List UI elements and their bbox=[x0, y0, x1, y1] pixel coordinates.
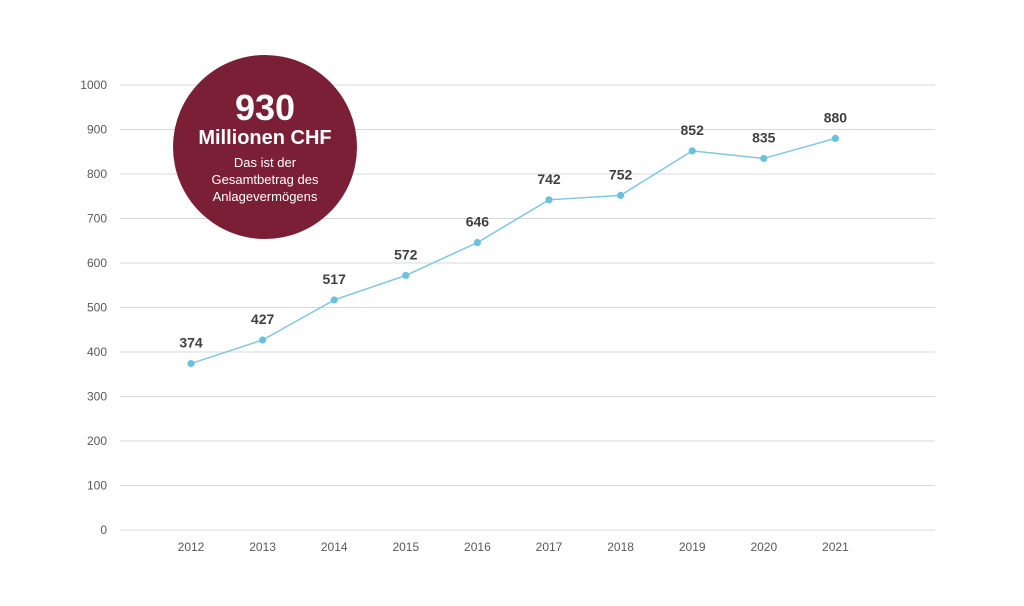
x-tick-label: 2014 bbox=[321, 540, 348, 554]
data-point bbox=[760, 154, 768, 163]
y-tick-label: 500 bbox=[87, 301, 107, 315]
data-label: 880 bbox=[824, 109, 848, 125]
x-tick-label: 2020 bbox=[750, 540, 777, 554]
badge-circle bbox=[173, 55, 357, 239]
data-point bbox=[831, 134, 840, 142]
x-axis-ticks: 2012 2013 2014 2015 2016 2017 2018 2019 2020 2021 bbox=[178, 540, 849, 554]
data-label: 835 bbox=[752, 129, 776, 145]
y-tick-label: 800 bbox=[87, 167, 107, 181]
data-point bbox=[473, 238, 481, 247]
badge-value: 930 bbox=[235, 87, 295, 128]
y-tick-label: 200 bbox=[87, 434, 107, 448]
series-line bbox=[187, 134, 840, 368]
data-label: 646 bbox=[466, 214, 490, 230]
badge-line-2: Gesamtbetrag des bbox=[212, 172, 319, 187]
data-label: 374 bbox=[179, 335, 203, 351]
badge-unit: Millionen CHF bbox=[198, 127, 331, 149]
y-tick-label: 600 bbox=[87, 256, 107, 270]
badge-line-1: Das ist der bbox=[234, 155, 297, 170]
y-axis-ticks: 0 100 200 300 400 500 600 700 800 900 1000 bbox=[80, 78, 107, 537]
data-point bbox=[617, 191, 625, 199]
highlight-badge: 930 Millionen CHF Das ist der Gesamtbetr… bbox=[173, 55, 357, 239]
data-label: 752 bbox=[609, 166, 633, 182]
x-tick-label: 2013 bbox=[249, 540, 276, 554]
x-tick-label: 2016 bbox=[464, 540, 491, 554]
data-point bbox=[402, 271, 410, 280]
y-tick-label: 0 bbox=[100, 523, 107, 537]
y-tick-label: 400 bbox=[87, 345, 107, 359]
data-point bbox=[688, 147, 696, 155]
data-label: 572 bbox=[394, 246, 418, 262]
badge-line-3: Anlagevermögens bbox=[213, 189, 318, 204]
data-label: 427 bbox=[251, 311, 275, 327]
data-point bbox=[330, 296, 338, 304]
x-tick-label: 2018 bbox=[607, 540, 634, 554]
x-tick-label: 2015 bbox=[392, 540, 419, 554]
series-line-path bbox=[190, 137, 836, 365]
y-tick-label: 300 bbox=[87, 390, 107, 404]
y-tick-label: 700 bbox=[87, 212, 107, 226]
data-point bbox=[187, 359, 195, 368]
y-tick-label: 900 bbox=[87, 123, 107, 137]
data-label: 742 bbox=[537, 171, 561, 187]
y-tick-label: 100 bbox=[87, 479, 107, 493]
x-tick-label: 2017 bbox=[536, 540, 563, 554]
y-tick-label: 1000 bbox=[80, 78, 107, 92]
data-point bbox=[259, 336, 267, 344]
data-label: 517 bbox=[323, 271, 347, 287]
data-labels: 374 427 517 572 646 742 752 852 835 880 bbox=[179, 109, 847, 350]
data-point bbox=[545, 196, 553, 204]
data-label: 852 bbox=[681, 122, 705, 138]
x-tick-label: 2012 bbox=[178, 540, 205, 554]
x-tick-label: 2021 bbox=[822, 540, 849, 554]
x-tick-label: 2019 bbox=[679, 540, 706, 554]
